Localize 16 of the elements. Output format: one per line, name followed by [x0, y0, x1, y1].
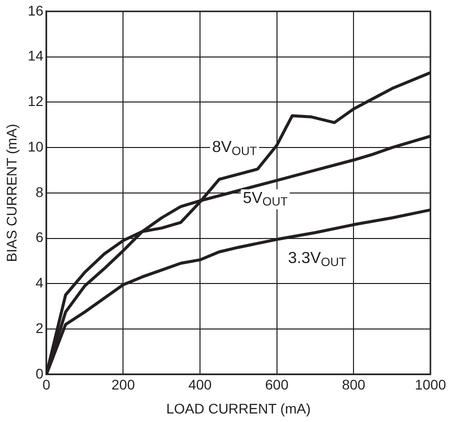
- x-tick-label: 400: [188, 376, 212, 393]
- x-tick-label: 600: [265, 376, 289, 393]
- y-tick-label: 6: [36, 229, 44, 246]
- y-tick-label: 4: [36, 274, 44, 291]
- y-tick-label: 2: [36, 320, 44, 336]
- x-tick-label: 1000: [414, 376, 446, 393]
- y-axis-title: BIAS CURRENT (mA): [3, 124, 20, 262]
- y-tick-label: 10: [28, 138, 44, 154]
- x-tick-label: 200: [112, 376, 136, 393]
- y-tick-label: 8: [36, 184, 44, 200]
- x-tick-label: 800: [342, 376, 366, 393]
- y-tick-label: 12: [28, 93, 44, 110]
- y-tick-label: 14: [28, 48, 44, 64]
- y-tick-label: 16: [28, 2, 44, 18]
- x-axis-title: LOAD CURRENT (mA): [166, 400, 311, 416]
- y-tick-label: 0: [36, 365, 44, 382]
